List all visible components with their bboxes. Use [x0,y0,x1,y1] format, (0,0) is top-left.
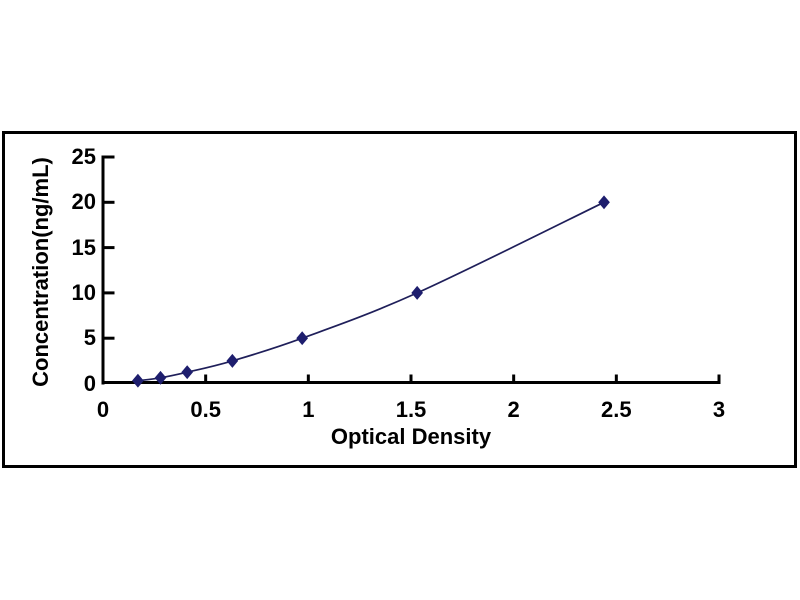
data-point-marker [132,373,144,388]
data-point-marker [154,370,167,385]
y-tick-label: 25 [71,144,96,169]
y-tick-label: 15 [71,234,96,260]
x-tick-label: 1 [302,397,315,422]
x-tick-label: 2 [507,397,520,422]
data-point-marker [226,353,239,368]
chart-frame [2,131,797,468]
standard-curve-line [137,201,605,382]
y-axis-label: Concentration(ng/mL) [28,157,53,387]
x-tick-label: 0.5 [190,397,221,422]
x-tick-label: 2.5 [601,397,632,422]
x-tick-label: 1.5 [395,397,427,422]
data-point-marker [411,285,424,300]
y-tick-label: 0 [83,370,96,396]
x-tick-label: 3 [712,397,726,422]
data-point-marker [598,195,610,210]
data-point-marker [296,331,309,346]
x-axis-label: Optical Density [330,424,492,449]
x-tick-label: 0 [96,397,110,422]
y-tick-label: 10 [71,279,96,305]
data-point-marker [181,365,194,380]
y-tick-label: 5 [83,325,96,351]
y-tick-label: 20 [71,189,96,215]
